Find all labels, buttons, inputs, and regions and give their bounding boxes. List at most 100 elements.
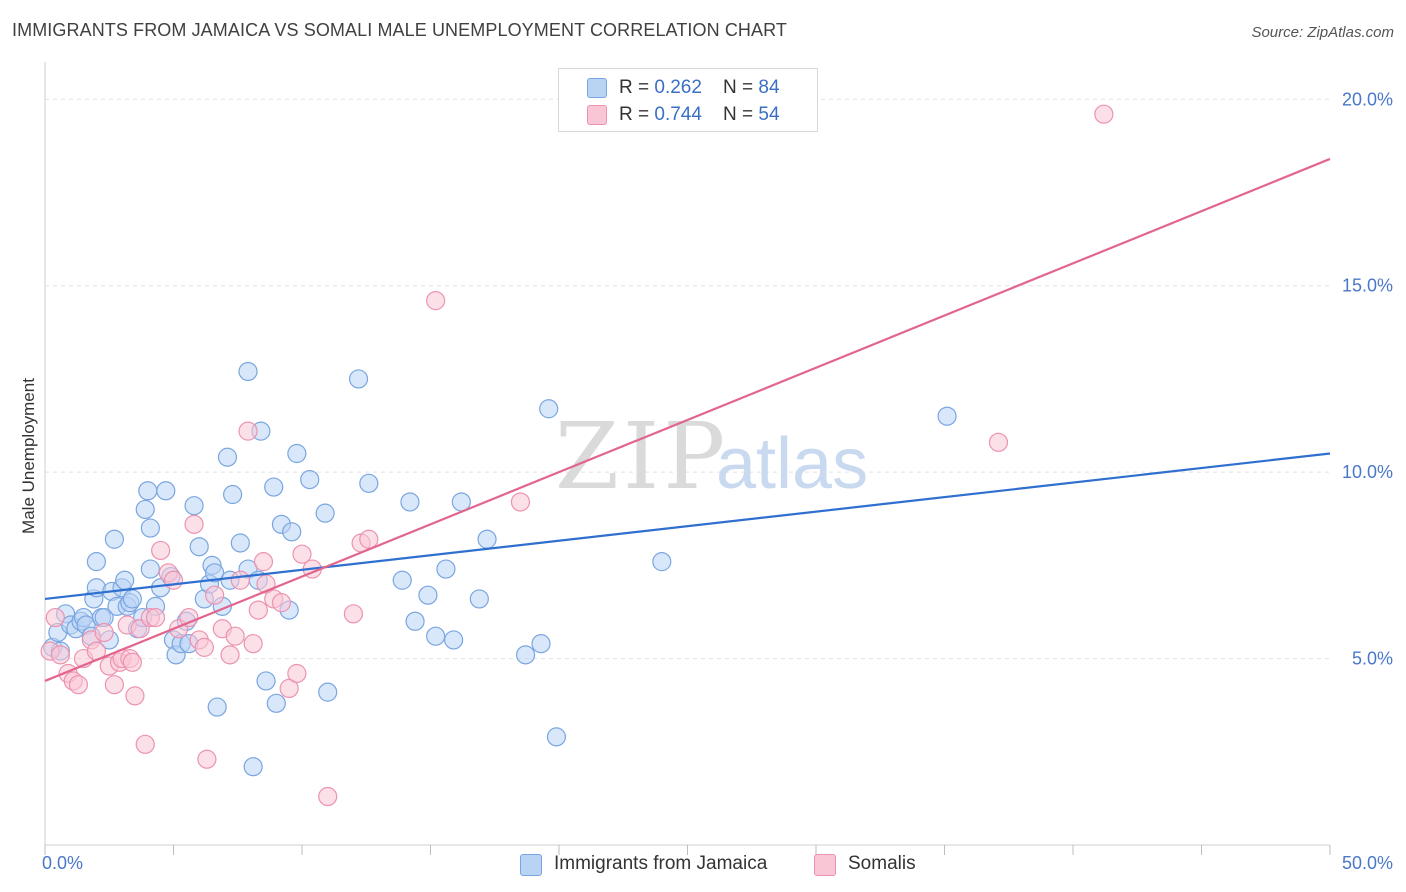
data-point-jamaica bbox=[436, 559, 456, 579]
data-point-jamaica bbox=[189, 537, 209, 557]
data-point-jamaica bbox=[207, 697, 227, 717]
legend-label-jamaica: Immigrants from Jamaica bbox=[554, 853, 768, 874]
chart-title: IMMIGRANTS FROM JAMAICA VS SOMALI MALE U… bbox=[12, 20, 788, 40]
data-point-somali bbox=[318, 786, 338, 807]
data-point-somali bbox=[230, 570, 250, 590]
data-point-jamaica bbox=[937, 406, 957, 426]
data-point-somali bbox=[238, 421, 258, 441]
data-point-jamaica bbox=[86, 552, 107, 572]
data-point-jamaica bbox=[104, 529, 124, 549]
data-point-somali bbox=[510, 492, 531, 512]
data-point-somali bbox=[359, 529, 379, 549]
watermark-atlas: atlas bbox=[716, 424, 868, 504]
data-point-somali bbox=[179, 607, 199, 628]
r-label: R = bbox=[619, 77, 655, 98]
data-point-jamaica bbox=[287, 443, 307, 464]
data-point-somali bbox=[1094, 104, 1114, 124]
data-point-jamaica bbox=[266, 693, 286, 713]
data-point-jamaica bbox=[138, 481, 158, 501]
data-point-somali bbox=[122, 652, 142, 672]
trend-layer bbox=[44, 157, 1331, 682]
tick-label-layer: 5.0% 10.0% 15.0% 20.0% 0.0% 50.0% bbox=[42, 89, 1393, 873]
data-point-somali bbox=[225, 626, 245, 646]
stats-text-somali: R = 0.744 N = 54 bbox=[619, 104, 780, 126]
data-point-somali bbox=[68, 675, 89, 695]
data-point-somali bbox=[45, 607, 65, 628]
series-layer bbox=[40, 104, 1114, 807]
data-point-somali bbox=[243, 634, 263, 654]
data-point-somali bbox=[343, 604, 363, 624]
data-point-jamaica bbox=[318, 682, 338, 702]
somali-swatch bbox=[587, 105, 607, 125]
jamaica-swatch bbox=[520, 854, 542, 876]
data-point-somali bbox=[184, 514, 204, 534]
data-point-jamaica bbox=[230, 533, 250, 553]
data-point-jamaica bbox=[282, 522, 302, 542]
data-point-somali bbox=[220, 645, 240, 665]
data-point-somali bbox=[50, 645, 71, 665]
data-point-somali bbox=[279, 678, 299, 699]
data-point-somali bbox=[287, 663, 307, 684]
data-point-somali bbox=[271, 593, 292, 613]
y-tick-label: 20.0% bbox=[1342, 89, 1393, 109]
n-label: N = bbox=[723, 77, 759, 98]
n-value-jamaica: 84 bbox=[758, 77, 780, 98]
data-point-jamaica bbox=[205, 563, 225, 583]
data-point-jamaica bbox=[135, 499, 155, 520]
data-point-jamaica bbox=[264, 477, 284, 497]
data-point-somali bbox=[125, 686, 145, 706]
n-label: N = bbox=[723, 104, 759, 125]
data-point-jamaica bbox=[115, 570, 135, 590]
data-point-jamaica bbox=[156, 481, 176, 501]
r-value-jamaica: 0.262 bbox=[654, 77, 702, 98]
data-point-jamaica bbox=[515, 645, 536, 665]
data-point-jamaica bbox=[539, 399, 559, 419]
data-point-somali bbox=[145, 607, 166, 628]
data-point-jamaica bbox=[392, 570, 412, 590]
data-point-somali bbox=[163, 570, 184, 590]
data-point-jamaica bbox=[256, 671, 276, 691]
data-point-jamaica bbox=[418, 585, 438, 605]
somali-swatch bbox=[814, 854, 836, 876]
data-point-jamaica bbox=[217, 447, 238, 467]
data-point-jamaica bbox=[426, 626, 446, 646]
axes-layer bbox=[44, 62, 1331, 855]
data-point-jamaica bbox=[531, 634, 551, 654]
data-point-jamaica bbox=[140, 559, 160, 579]
n-value-somali: 54 bbox=[758, 104, 780, 125]
data-point-jamaica bbox=[140, 518, 160, 538]
data-point-jamaica bbox=[184, 496, 204, 516]
data-point-jamaica bbox=[546, 727, 567, 747]
data-point-somali bbox=[292, 544, 312, 564]
data-point-somali bbox=[205, 585, 225, 605]
data-point-somali bbox=[151, 540, 171, 561]
data-point-jamaica bbox=[444, 630, 464, 650]
data-point-jamaica bbox=[315, 503, 335, 523]
data-point-jamaica bbox=[348, 369, 369, 389]
r-value-somali: 0.744 bbox=[654, 104, 702, 125]
watermark-zip: ZIP bbox=[555, 403, 729, 510]
stats-text-jamaica: R = 0.262 N = 84 bbox=[619, 77, 780, 99]
series-somali bbox=[40, 104, 1114, 807]
data-point-somali bbox=[197, 749, 217, 769]
data-point-somali bbox=[426, 291, 446, 311]
trend-line-somali bbox=[44, 157, 1331, 682]
watermark: ZIP atlas bbox=[555, 403, 868, 510]
data-point-somali bbox=[135, 734, 155, 754]
data-point-somali bbox=[248, 600, 268, 620]
data-point-somali bbox=[988, 432, 1009, 452]
data-point-jamaica bbox=[652, 552, 672, 572]
data-point-jamaica bbox=[359, 473, 379, 493]
data-point-jamaica bbox=[223, 484, 243, 505]
y-tick-label: 5.0% bbox=[1352, 649, 1393, 669]
x-tick-label: 0.0% bbox=[42, 853, 83, 873]
jamaica-swatch bbox=[587, 78, 607, 98]
y-axis-title: Male Unemployment bbox=[19, 378, 38, 534]
trend-line-jamaica bbox=[44, 452, 1331, 601]
stats-legend: R = 0.262 N = 84 R = 0.744 N = 54 bbox=[558, 68, 818, 132]
x-tick-label: 50.0% bbox=[1342, 853, 1393, 873]
data-point-jamaica bbox=[243, 757, 263, 777]
chart-source: Source: ZipAtlas.com bbox=[1251, 24, 1394, 41]
data-point-jamaica bbox=[405, 611, 425, 631]
